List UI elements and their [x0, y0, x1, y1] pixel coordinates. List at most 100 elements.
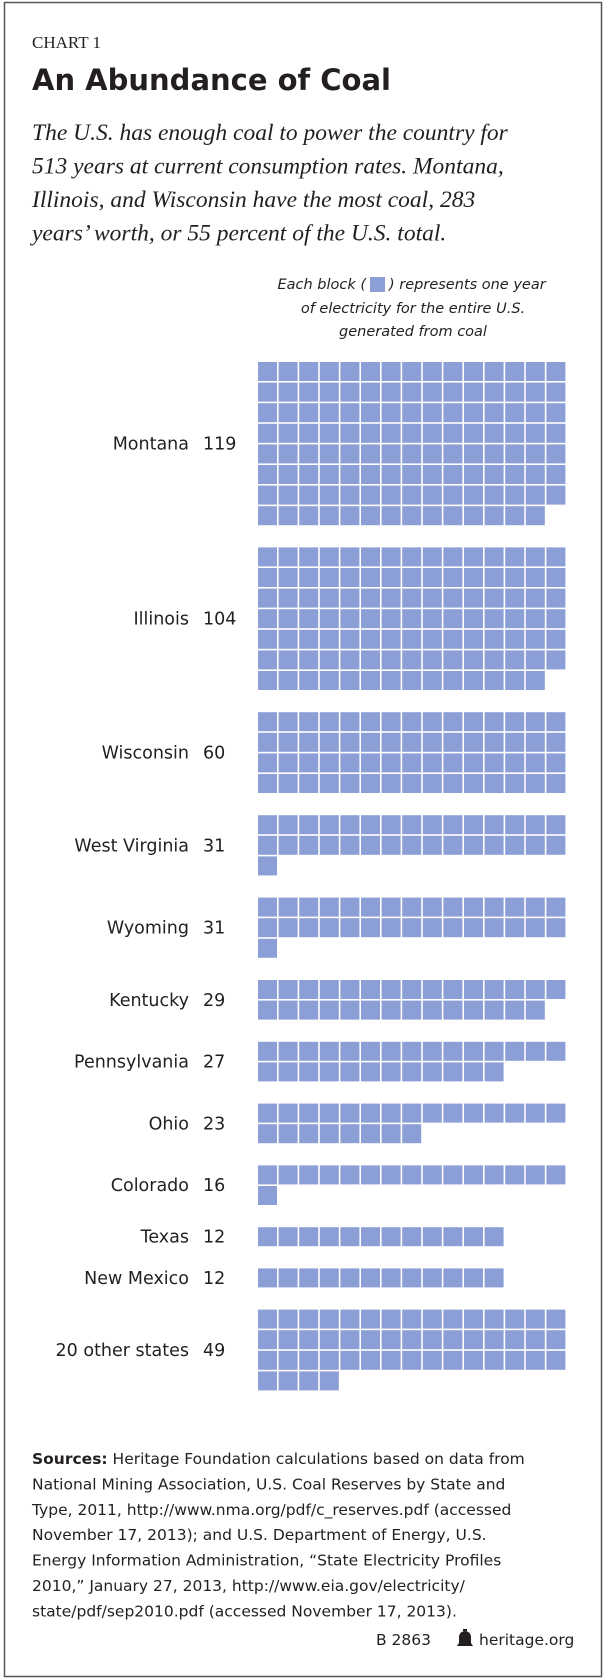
- block: [361, 897, 380, 917]
- block: [505, 1350, 525, 1370]
- block: [258, 712, 277, 732]
- block: [319, 403, 339, 423]
- block: [361, 1062, 380, 1082]
- block: [484, 1268, 504, 1288]
- block: [381, 835, 401, 855]
- block: [422, 465, 442, 484]
- block: [278, 465, 298, 484]
- block: [505, 918, 525, 938]
- block: [278, 1165, 298, 1185]
- block: [278, 918, 298, 938]
- block: [525, 1309, 545, 1329]
- category-label: New Mexico: [84, 1269, 189, 1289]
- block: [361, 547, 380, 567]
- block: [361, 835, 380, 855]
- block: [505, 547, 525, 567]
- block: [278, 671, 298, 690]
- block: [464, 815, 483, 835]
- block: [422, 753, 442, 773]
- block: [464, 1309, 483, 1329]
- block: [464, 362, 483, 381]
- block: [319, 1041, 339, 1061]
- block: [340, 1268, 360, 1288]
- block: [402, 712, 422, 732]
- block: [443, 444, 463, 464]
- block: [299, 835, 319, 855]
- block: [278, 588, 298, 608]
- block: [422, 1330, 442, 1350]
- block: [319, 671, 339, 690]
- block: [402, 403, 422, 423]
- block: [443, 485, 463, 505]
- block: [340, 568, 360, 587]
- block: [443, 1165, 463, 1185]
- block: [464, 547, 483, 567]
- category-label: Ohio: [149, 1114, 189, 1134]
- block: [361, 1124, 380, 1144]
- block: [258, 568, 277, 587]
- block: [525, 774, 545, 793]
- block: [278, 609, 298, 629]
- block: [381, 629, 401, 649]
- block: [546, 897, 566, 917]
- block: [361, 444, 380, 464]
- block: [525, 671, 545, 690]
- block: [278, 815, 298, 835]
- block: [443, 1268, 463, 1288]
- block: [525, 835, 545, 855]
- block: [546, 918, 566, 938]
- subtitle: The U.S. has enough coal to power the co…: [30, 120, 509, 247]
- block: [319, 568, 339, 587]
- block: [361, 423, 380, 443]
- block: [299, 1103, 319, 1123]
- block: [381, 1268, 401, 1288]
- block: [278, 753, 298, 773]
- block: [443, 835, 463, 855]
- category-label: 20 other states: [56, 1341, 189, 1361]
- block: [484, 712, 504, 732]
- block: [505, 609, 525, 629]
- block: [422, 403, 442, 423]
- block: [299, 444, 319, 464]
- value-label: 31: [203, 919, 225, 939]
- block: [525, 588, 545, 608]
- block: [319, 815, 339, 835]
- note-text: ) represents one year: [388, 277, 547, 293]
- block: [402, 1041, 422, 1061]
- block: [258, 1309, 277, 1329]
- block: [402, 485, 422, 505]
- block: [340, 1227, 360, 1247]
- block: [443, 897, 463, 917]
- block: [340, 897, 360, 917]
- block: [484, 547, 504, 567]
- block: [361, 712, 380, 732]
- block: [278, 547, 298, 567]
- block: [381, 1350, 401, 1370]
- block: [319, 485, 339, 505]
- block: [505, 444, 525, 464]
- sources-line: 2010,” January 27, 2013, http://www.eia.…: [32, 1577, 466, 1595]
- block: [402, 1227, 422, 1247]
- block: [319, 506, 339, 526]
- block: [299, 774, 319, 793]
- block: [464, 1165, 483, 1185]
- block: [258, 897, 277, 917]
- block: [381, 671, 401, 690]
- block: [464, 609, 483, 629]
- block: [402, 897, 422, 917]
- block: [258, 1350, 277, 1370]
- waffle-group: [258, 362, 566, 526]
- block: [278, 444, 298, 464]
- block: [361, 382, 380, 402]
- block: [525, 1165, 545, 1185]
- block: [422, 382, 442, 402]
- subtitle-line: years’ worth, or 55 percent of the U.S. …: [30, 221, 446, 247]
- block: [546, 1103, 566, 1123]
- block: [319, 980, 339, 999]
- waffle-group: [258, 1041, 566, 1082]
- block: [299, 980, 319, 999]
- block: [402, 547, 422, 567]
- block: [505, 465, 525, 484]
- block: [422, 1062, 442, 1082]
